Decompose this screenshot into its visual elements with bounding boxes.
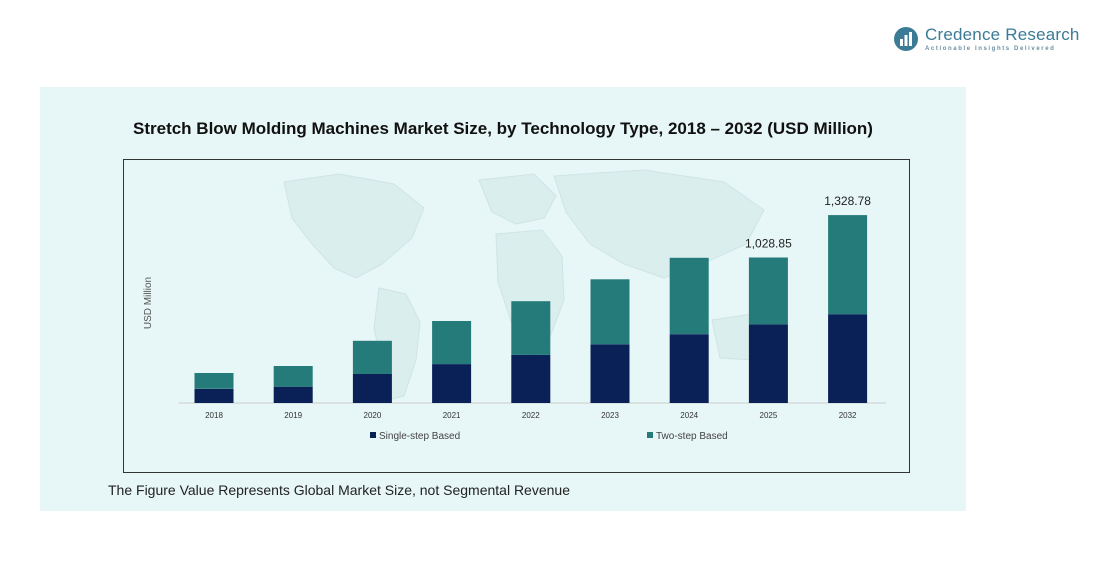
bars-group (194, 215, 868, 403)
bar-single-step-2024 (669, 334, 709, 403)
bar-single-step-2019 (273, 386, 313, 403)
legend-swatch-two-step (647, 432, 653, 438)
bar-single-step-2023 (590, 344, 630, 403)
x-tick-label: 2025 (760, 411, 778, 420)
bar-two-step-2024 (669, 257, 709, 335)
bar-two-step-2022 (511, 301, 551, 355)
x-ticks-group: 2018 2019 2020 2021 2022 2023 2024 2025 2032 (205, 411, 857, 420)
x-tick-label: 2020 (364, 411, 382, 420)
legend-label-single-step: Single-step Based (379, 431, 460, 442)
chart-title: Stretch Blow Molding Machines Market Siz… (133, 119, 873, 138)
bar-two-step-2018 (194, 373, 234, 389)
x-tick-label: 2021 (443, 411, 461, 420)
x-tick-label: 2018 (205, 411, 223, 420)
bar-chart-logo-icon (894, 27, 918, 51)
brand-tagline: Actionable Insights Delivered (925, 46, 1056, 52)
x-tick-label: 2032 (839, 411, 857, 420)
brand-logo: Credence Research Actionable Insights De… (893, 24, 1080, 54)
bar-two-step-2021 (432, 321, 472, 365)
bar-single-step-2018 (194, 388, 234, 403)
x-tick-label: 2023 (601, 411, 619, 420)
bar-two-step-2025 (748, 257, 788, 325)
bar-single-step-2022 (511, 354, 551, 403)
bar-two-step-2023 (590, 279, 630, 345)
bar-single-step-2025 (748, 324, 788, 403)
total-data-label: 1,028.85 (745, 237, 792, 251)
bar-two-step-2019 (273, 366, 313, 387)
bar-two-step-2032 (828, 215, 868, 315)
x-tick-label: 2024 (680, 411, 698, 420)
bar-single-step-2032 (828, 314, 868, 403)
chart-panel: Stretch Blow Molding Machines Market Siz… (40, 87, 966, 511)
brand-name: Credence Research (925, 25, 1080, 44)
total-data-label: 1,328.78 (824, 194, 871, 208)
legend: Single-step Based Two-step Based (370, 431, 728, 442)
bar-two-step-2020 (352, 340, 392, 374)
total-labels-group: 1,028.85 1,328.78 (745, 194, 871, 250)
x-tick-label: 2019 (284, 411, 302, 420)
legend-label-two-step: Two-step Based (656, 431, 728, 442)
footnote: The Figure Value Represents Global Marke… (108, 482, 570, 498)
x-tick-label: 2022 (522, 411, 540, 420)
y-axis-label: USD Million (143, 277, 154, 329)
stacked-bar-chart: USD Million 2018 2019 2020 2021 2022 2023 2024… (143, 169, 886, 442)
bar-single-step-2021 (432, 364, 472, 403)
bar-single-step-2020 (352, 374, 392, 403)
legend-swatch-single-step (370, 432, 376, 438)
chart-frame: USD Million 2018 2019 2020 2021 2022 2023 2024… (123, 159, 910, 473)
